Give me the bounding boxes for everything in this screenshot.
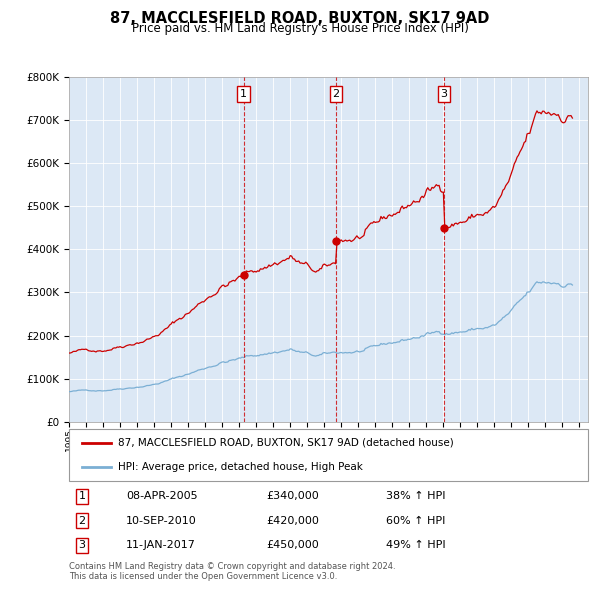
Text: 1: 1 (240, 89, 247, 99)
Text: 2: 2 (332, 89, 340, 99)
Text: 60% ↑ HPI: 60% ↑ HPI (386, 516, 445, 526)
Text: 38% ↑ HPI: 38% ↑ HPI (386, 491, 445, 501)
FancyBboxPatch shape (69, 429, 588, 481)
Text: 08-APR-2005: 08-APR-2005 (126, 491, 198, 501)
Text: £450,000: £450,000 (266, 540, 319, 550)
Text: 2: 2 (79, 516, 86, 526)
Text: 10-SEP-2010: 10-SEP-2010 (126, 516, 197, 526)
Text: Contains HM Land Registry data © Crown copyright and database right 2024.
This d: Contains HM Land Registry data © Crown c… (69, 562, 395, 581)
Text: 11-JAN-2017: 11-JAN-2017 (126, 540, 196, 550)
Text: Price paid vs. HM Land Registry's House Price Index (HPI): Price paid vs. HM Land Registry's House … (131, 22, 469, 35)
Text: HPI: Average price, detached house, High Peak: HPI: Average price, detached house, High… (118, 462, 363, 472)
Text: 49% ↑ HPI: 49% ↑ HPI (386, 540, 445, 550)
Text: 87, MACCLESFIELD ROAD, BUXTON, SK17 9AD: 87, MACCLESFIELD ROAD, BUXTON, SK17 9AD (110, 11, 490, 25)
Text: 3: 3 (79, 540, 85, 550)
Text: 87, MACCLESFIELD ROAD, BUXTON, SK17 9AD (detached house): 87, MACCLESFIELD ROAD, BUXTON, SK17 9AD … (118, 438, 454, 448)
Text: £340,000: £340,000 (266, 491, 319, 501)
Text: 3: 3 (440, 89, 448, 99)
Text: £420,000: £420,000 (266, 516, 319, 526)
Text: 1: 1 (79, 491, 85, 501)
